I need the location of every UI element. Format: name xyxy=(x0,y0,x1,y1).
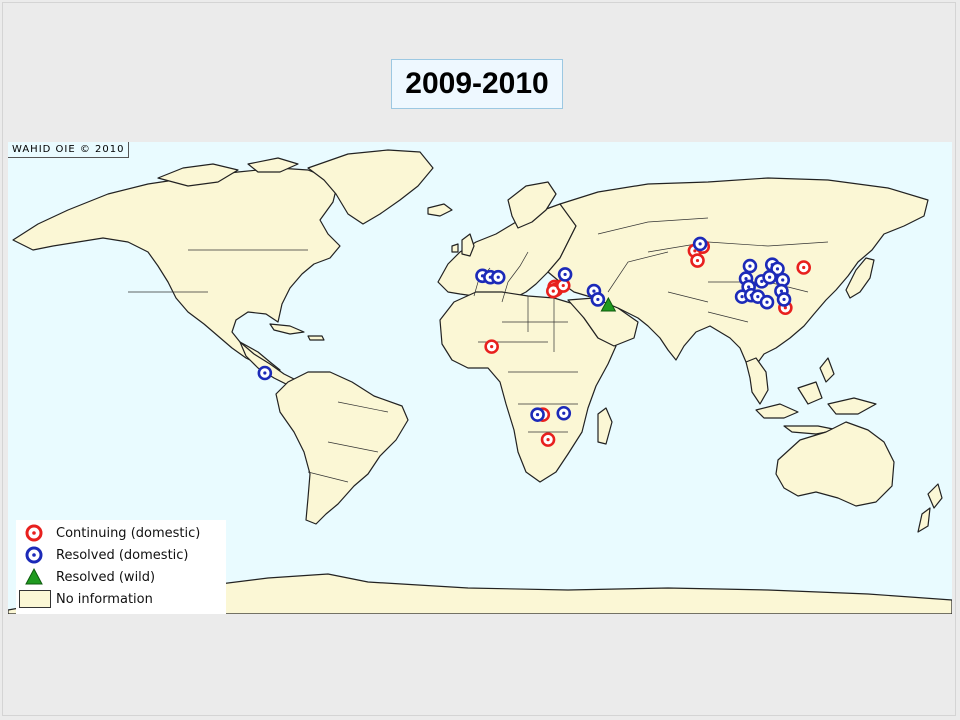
outbreak-marker-resolved[interactable] xyxy=(692,236,708,252)
new-zealand xyxy=(917,483,943,533)
legend-item-noinfo: No information xyxy=(16,588,226,610)
british-isles xyxy=(451,233,475,257)
legend-item-continuing: Continuing (domestic) xyxy=(16,522,226,544)
outbreak-marker-wild[interactable] xyxy=(600,296,617,312)
japan-islands xyxy=(845,257,875,299)
iceland xyxy=(427,203,453,217)
map-legend: Continuing (domestic) Resolved (domestic… xyxy=(16,520,226,614)
madagascar xyxy=(597,407,613,445)
outbreak-marker-resolved[interactable] xyxy=(590,292,606,307)
outbreak-marker-resolved[interactable] xyxy=(776,292,792,307)
legend-label: Resolved (domestic) xyxy=(56,547,189,563)
arctic-islands xyxy=(157,157,299,187)
outbreak-marker-resolved[interactable] xyxy=(556,405,572,421)
outbreak-marker-continuing[interactable] xyxy=(796,260,812,275)
world-map[interactable]: WAHID OIE © 2010 Continuing (domestic) R… xyxy=(8,142,952,614)
outbreak-marker-continuing[interactable] xyxy=(540,432,556,447)
south-america-landmass xyxy=(275,371,409,525)
legend-label: Continuing (domestic) xyxy=(56,525,201,541)
blue-ring-icon xyxy=(16,544,52,566)
caribbean-islands xyxy=(269,323,325,341)
legend-label: No information xyxy=(56,591,153,607)
legend-item-resolved: Resolved (domestic) xyxy=(16,544,226,566)
legend-item-wild: Resolved (wild) xyxy=(16,566,226,588)
africa-landmass xyxy=(439,291,617,483)
outbreak-marker-resolved[interactable] xyxy=(759,294,775,310)
outbreak-marker-resolved[interactable] xyxy=(762,269,777,285)
outbreak-marker-continuing[interactable] xyxy=(690,253,705,268)
legend-label: Resolved (wild) xyxy=(56,569,156,585)
green-triangle-icon xyxy=(16,566,52,588)
indonesia-islands xyxy=(755,357,877,435)
greenland-landmass xyxy=(307,149,434,225)
outbreak-marker-resolved[interactable] xyxy=(530,407,545,422)
outbreak-marker-resolved[interactable] xyxy=(257,365,273,381)
land-swatch-icon xyxy=(16,588,52,610)
scandinavia-landmass xyxy=(507,181,557,229)
outbreak-marker-resolved[interactable] xyxy=(490,269,506,285)
outbreak-marker-resolved[interactable] xyxy=(742,258,758,274)
southeast-asia-peninsula xyxy=(745,357,769,405)
map-credit: WAHID OIE © 2010 xyxy=(8,142,130,158)
outbreak-marker-continuing[interactable] xyxy=(484,339,499,354)
red-ring-icon xyxy=(16,522,52,544)
australia-landmass xyxy=(775,421,895,507)
slide-title: 2009-2010 xyxy=(391,59,563,109)
outbreak-marker-resolved[interactable] xyxy=(557,267,573,282)
